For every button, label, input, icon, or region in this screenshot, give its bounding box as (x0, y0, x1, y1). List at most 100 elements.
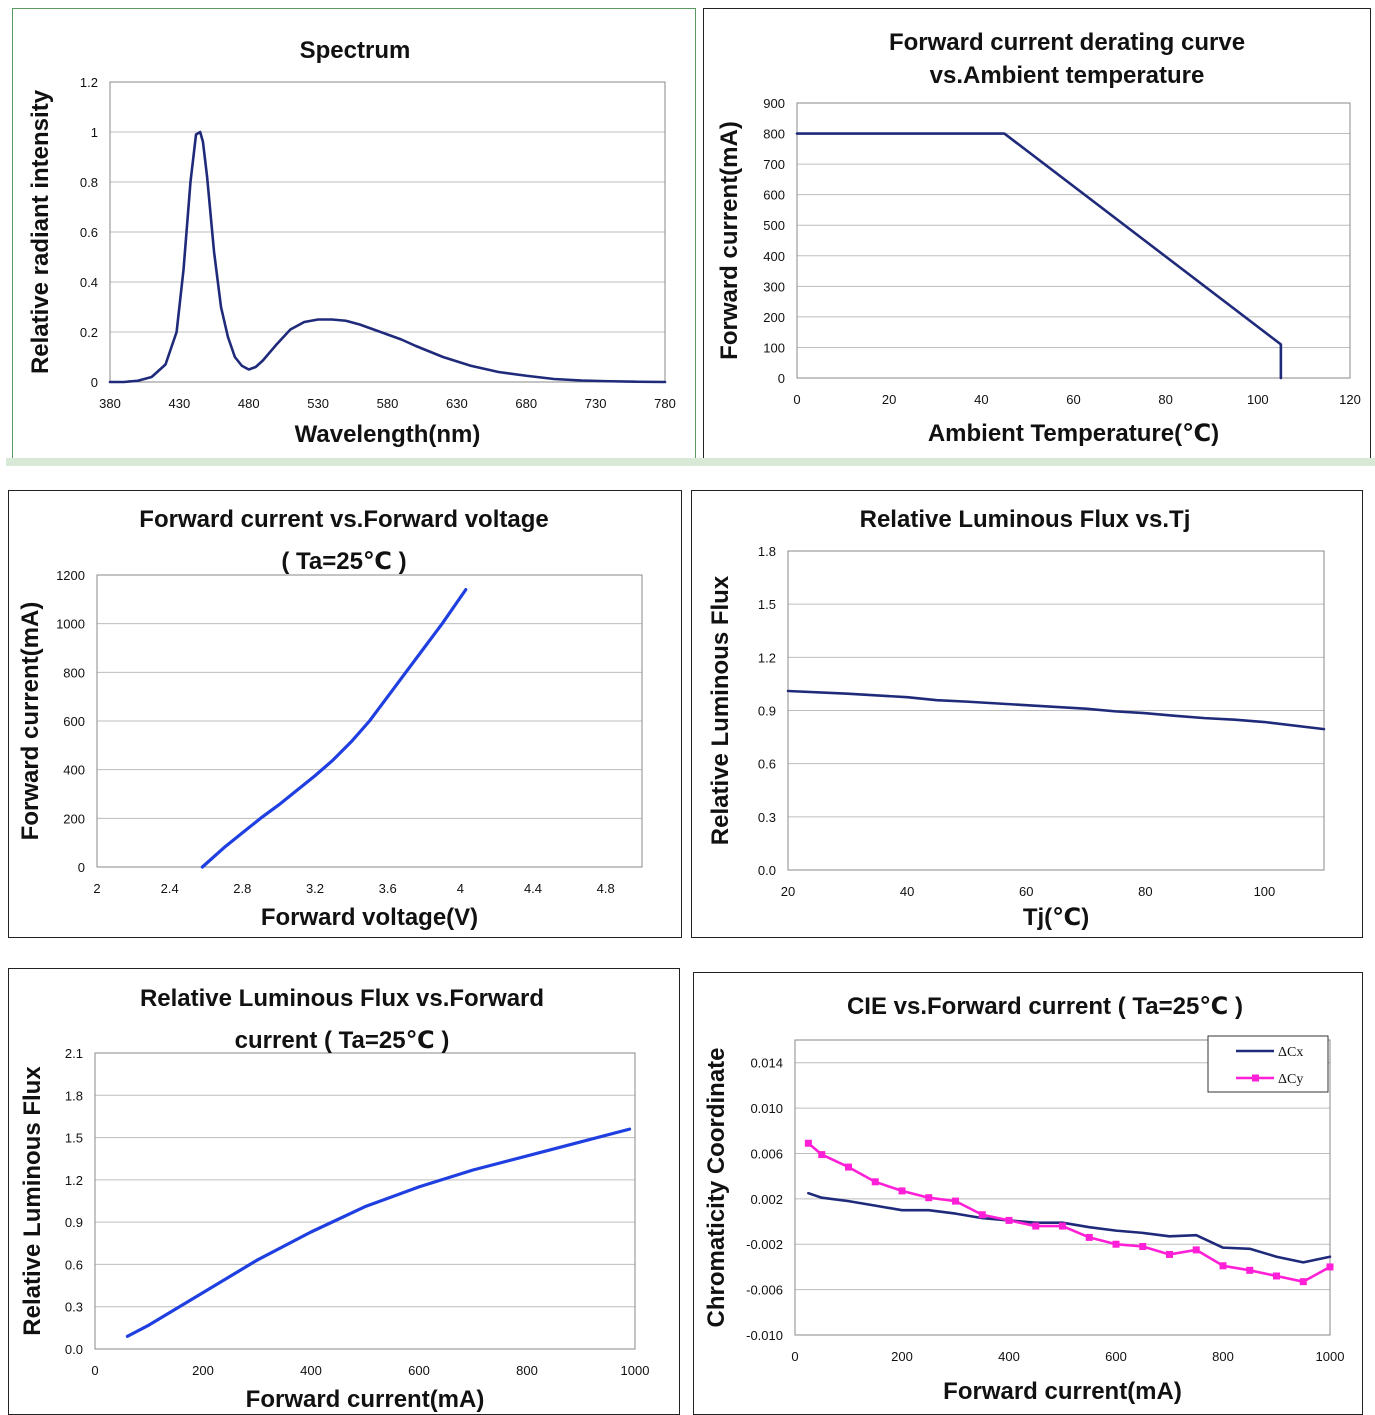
flux-tj-xtick-label: 60 (1019, 884, 1033, 899)
cie-series-line-dcy (807, 1141, 1332, 1283)
divider-strip (6, 458, 1375, 466)
flux-tj-ytick-label: 0.6 (758, 757, 776, 772)
cie-series-marker (1246, 1266, 1254, 1274)
spectrum-xtick-label: 680 (515, 396, 537, 411)
cie-series-marker (871, 1178, 879, 1186)
spectrum-ytick-label: 0.6 (80, 225, 98, 240)
iv-title: Forward current vs.Forward voltage (139, 506, 548, 533)
cie-xtick-label: 1000 (1316, 1349, 1345, 1364)
spectrum-panel (12, 8, 696, 459)
derating-title: vs.Ambient temperature (930, 62, 1205, 89)
derating-ytick-label: 600 (763, 188, 785, 203)
spectrum-xtick-label: 480 (238, 396, 260, 411)
cie-ytick-label: -0.002 (746, 1237, 783, 1252)
cie-legend-box (1207, 1035, 1329, 1093)
cie-series-marker (1326, 1263, 1334, 1271)
derating-xtick-label: 120 (1339, 392, 1361, 407)
derating-panel (703, 8, 1371, 461)
cie-legend: ΔCx ΔCy (1207, 1035, 1329, 1093)
spectrum-ytick-label: 0 (91, 375, 98, 390)
spectrum-ylabel: Relative radiant intensity (27, 89, 54, 374)
derating-ylabel: Forward current(mA) (716, 121, 743, 360)
cie-series-marker (1219, 1262, 1227, 1270)
flux-tj-xtick-label: 80 (1138, 884, 1152, 899)
flux-tj-xlabel: Tj(℃) (1023, 904, 1089, 931)
flux-tj-xtick-label: 20 (781, 884, 795, 899)
cie-series-marker (1192, 1246, 1200, 1254)
spectrum-xtick-label: 630 (446, 396, 468, 411)
spectrum-series-line (108, 130, 667, 384)
flux-if-panel (8, 968, 680, 1415)
iv-xtick-label: 3.2 (306, 881, 324, 896)
flux-tj-series-line (786, 689, 1326, 731)
flux-if-ytick-label: 0.9 (65, 1215, 83, 1230)
spectrum-xtick-label: 780 (654, 396, 676, 411)
derating-ytick-label: 400 (763, 249, 785, 264)
cie-series-marker (1166, 1250, 1173, 1258)
derating-xtick-label: 20 (882, 392, 896, 407)
iv-xtick-label: 4 (457, 881, 464, 896)
spectrum-xtick-label: 430 (169, 396, 191, 411)
spectrum-xtick-label: 730 (585, 396, 607, 411)
iv-xtick-label: 3.6 (379, 881, 397, 896)
cie-ylabel: Chromaticity Coordinate (703, 1047, 730, 1327)
derating-xtick-label: 80 (1158, 392, 1172, 407)
flux-if-xtick-label: 200 (192, 1363, 214, 1378)
flux-if-ytick-label: 1.5 (65, 1131, 83, 1146)
flux-if-chart: 0.0 0.3 0.6 0.9 1.2 1.5 1.8 2.1 0 200 400 600 800 100… (19, 985, 649, 1413)
cie-series-marker (1139, 1243, 1147, 1250)
iv-title: ( Ta=25℃ ) (281, 548, 406, 575)
cie-series-marker (1059, 1222, 1066, 1230)
flux-if-xtick-label: 800 (516, 1363, 538, 1378)
iv-xlabel: Forward voltage(V) (261, 904, 478, 931)
cie-ytick-label: 0.010 (750, 1101, 783, 1116)
cie-series-marker (898, 1187, 906, 1195)
iv-ytick-label: 200 (63, 811, 85, 826)
flux-if-plot-frame (94, 1052, 636, 1350)
cie-series-marker (804, 1139, 812, 1147)
flux-if-xlabel: Forward current(mA) (246, 1386, 485, 1413)
flux-if-ytick-label: 2.1 (65, 1046, 83, 1061)
flux-if-ytick-label: 0.6 (65, 1257, 83, 1272)
cie-legend-label: ΔCx (1278, 1045, 1303, 1060)
cie-ytick-label: 0.002 (750, 1192, 783, 1207)
cie-ytick-label: -0.006 (746, 1283, 783, 1298)
flux-if-ytick-label: 0.0 (65, 1342, 83, 1357)
spectrum-xtick-label: 530 (307, 396, 329, 411)
cie-series-marker (952, 1197, 959, 1205)
cie-legend-marker (1252, 1074, 1259, 1082)
cie-xtick-label: 0 (791, 1349, 798, 1364)
derating-ytick-label: 700 (763, 157, 785, 172)
cie-series-marker (1032, 1222, 1040, 1230)
derating-xtick-label: 0 (793, 392, 800, 407)
flux-tj-ylabel: Relative Luminous Flux (707, 575, 734, 845)
spectrum-xtick-label: 380 (99, 396, 121, 411)
spectrum-xlabel: Wavelength(nm) (295, 421, 481, 448)
derating-xtick-label: 60 (1066, 392, 1080, 407)
flux-tj-xtick-label: 40 (900, 884, 914, 899)
iv-ytick-label: 1200 (56, 568, 85, 583)
iv-xtick-label: 4.4 (524, 881, 542, 896)
derating-ytick-label: 800 (763, 127, 785, 142)
flux-tj-xtick-label: 100 (1254, 884, 1276, 899)
iv-chart: 0 200 400 600 800 1000 1200 2 2.4 2.8 3.2 3.6 4 4.4 4.… (17, 506, 643, 931)
spectrum-ytick-label: 1.2 (80, 75, 98, 90)
flux-tj-ytick-label: 1.8 (758, 544, 776, 559)
derating-series-line (795, 132, 1283, 380)
flux-if-ytick-label: 1.8 (65, 1088, 83, 1103)
flux-tj-ytick-label: 0.9 (758, 704, 776, 719)
spectrum-ytick-label: 0.4 (80, 275, 98, 290)
derating-ytick-label: 900 (763, 96, 785, 111)
flux-tj-panel (691, 490, 1363, 938)
cie-xlabel: Forward current(mA) (943, 1378, 1182, 1405)
derating-plot-frame (796, 102, 1351, 379)
flux-tj-ytick-label: 1.5 (758, 597, 776, 612)
iv-series-line (200, 587, 468, 869)
flux-if-xtick-label: 1000 (621, 1363, 650, 1378)
flux-if-xtick-label: 0 (91, 1363, 98, 1378)
iv-xtick-label: 2.4 (161, 881, 179, 896)
derating-xtick-label: 100 (1247, 392, 1269, 407)
iv-panel (8, 490, 682, 938)
cie-title: CIE vs.Forward current ( Ta=25℃ ) (847, 993, 1243, 1020)
flux-tj-chart: 0.0 0.3 0.6 0.9 1.2 1.5 1.8 20 40 60 80 100 Relative… (707, 506, 1326, 931)
